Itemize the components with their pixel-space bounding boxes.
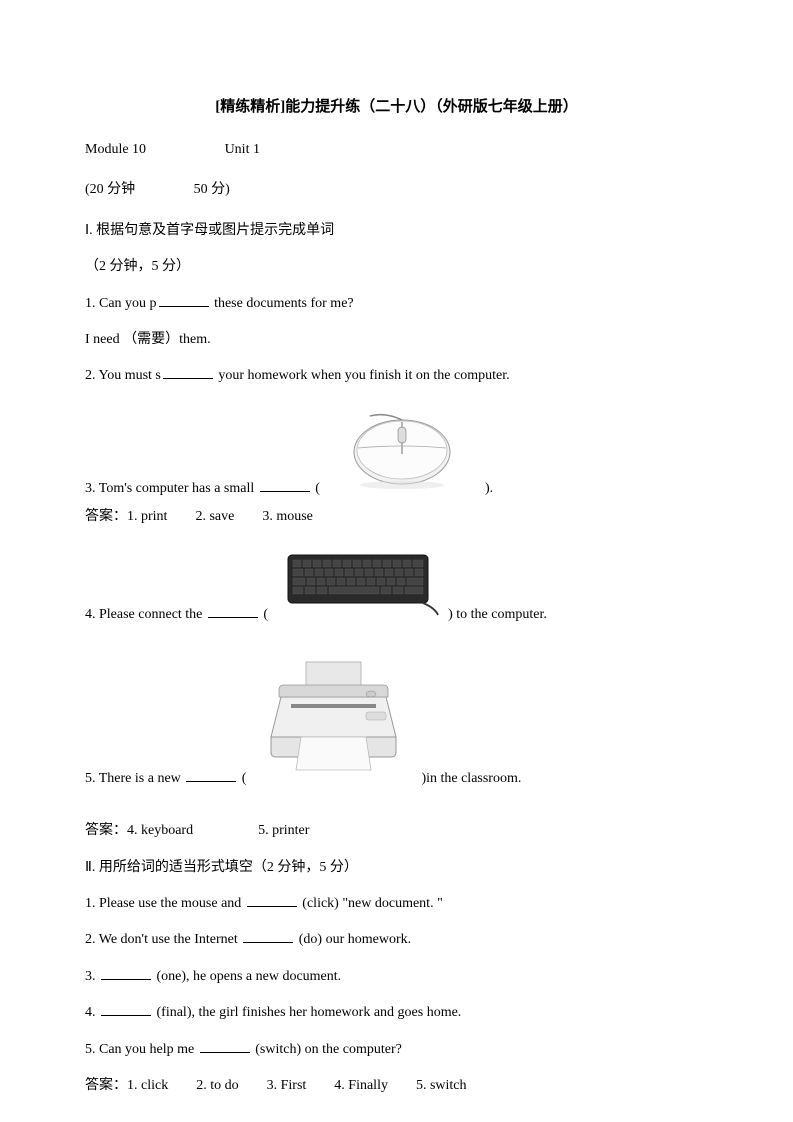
s2q5-pre: 5. Can you help me: [85, 1042, 198, 1057]
s2q5-post: (switch) on the computer?: [252, 1042, 402, 1057]
blank: [101, 1002, 151, 1016]
blank: [208, 604, 258, 618]
blank: [200, 1039, 250, 1053]
q4-pre: 4. Please connect the: [85, 607, 206, 622]
q3-row: 3. Tom's computer has a small ( ).: [85, 402, 708, 500]
s2q1-post: (click) "new document. ": [299, 896, 443, 911]
ans1-1: 1. print: [127, 509, 167, 524]
blank: [101, 966, 151, 980]
s2ans-5: 5. switch: [416, 1078, 467, 1093]
blank: [243, 929, 293, 943]
q3-pre: 3. Tom's computer has a small: [85, 481, 258, 496]
q3-open: (: [312, 481, 320, 496]
s2q2: 2. We don't use the Internet (do) our ho…: [85, 929, 708, 951]
answer2-line: 答案：4. keyboard 5. printer: [85, 820, 708, 842]
section1-subtime: （2 分钟，5 分）: [85, 256, 708, 278]
ans2-label: 答案：: [85, 823, 127, 838]
time-score-line: (20 分钟 50 分): [85, 179, 708, 201]
q2-line: 2. You must s your homework when you fin…: [85, 365, 708, 387]
s2q1: 1. Please use the mouse and (click) "new…: [85, 893, 708, 915]
keyboard-image: [273, 543, 443, 626]
q5-pre: 5. There is a new: [85, 771, 184, 786]
q1-pre: 1. Can you p: [85, 296, 157, 311]
q5-open: (: [238, 771, 246, 786]
mouse-image: [325, 402, 480, 500]
mouse-icon: [325, 402, 480, 492]
s2q4-post: (final), the girl finishes her homework …: [153, 1005, 461, 1020]
s2ans-3: 3. First: [267, 1078, 307, 1093]
ans1-label: 答案：: [85, 509, 127, 524]
page-title: [精练精析]能力提升练（二十八）（外研版七年级上册）: [85, 95, 708, 119]
s2q2-pre: 2. We don't use the Internet: [85, 932, 241, 947]
printer-image: [251, 652, 416, 790]
answer1-line: 答案：1. print 2. save 3. mouse: [85, 506, 708, 528]
section2-heading: Ⅱ. 用所给词的适当形式填空（2 分钟，5 分）: [85, 857, 708, 879]
s2ans-2: 2. to do: [196, 1078, 238, 1093]
s2q5: 5. Can you help me (switch) on the compu…: [85, 1039, 708, 1061]
module-unit-line: Module 10 Unit 1: [85, 139, 708, 161]
blank: [186, 768, 236, 782]
module-label: Module 10: [85, 142, 146, 157]
q5-row: 5. There is a new ( )in the classroom.: [85, 652, 708, 790]
ans1-3: 3. mouse: [262, 509, 313, 524]
q4-close: ) to the computer.: [448, 604, 547, 626]
blank: [260, 478, 310, 492]
s2q1-pre: 1. Please use the mouse and: [85, 896, 245, 911]
s2q3-pre: 3.: [85, 969, 99, 984]
printer-icon: [251, 652, 416, 782]
score-label: 50 分): [194, 182, 230, 197]
q1-line2: I need （需要）them.: [85, 329, 708, 351]
s2q3: 3. (one), he opens a new document.: [85, 966, 708, 988]
q3-close: ).: [485, 478, 493, 500]
q2-post: your homework when you finish it on the …: [215, 368, 510, 383]
s2q4: 4. (final), the girl finishes her homewo…: [85, 1002, 708, 1024]
q1-line1: 1. Can you p these documents for me?: [85, 293, 708, 315]
blank: [159, 293, 209, 307]
q2-pre: 2. You must s: [85, 368, 161, 383]
s2ans-label: 答案：: [85, 1078, 127, 1093]
s2ans-4: 4. Finally: [334, 1078, 388, 1093]
unit-label: Unit 1: [225, 142, 260, 157]
section1-heading: Ⅰ. 根据句意及首字母或图片提示完成单词: [85, 220, 708, 242]
ans1-2: 2. save: [195, 509, 234, 524]
s2ans-1: 1. click: [127, 1078, 168, 1093]
q4-row: 4. Please connect the ( ) to the compute…: [85, 543, 708, 626]
q5-close: )in the classroom.: [421, 768, 521, 790]
duration-label: (20 分钟: [85, 182, 135, 197]
s2q2-post: (do) our homework.: [295, 932, 411, 947]
s2q3-post: (one), he opens a new document.: [153, 969, 341, 984]
ans2-4: 4. keyboard: [127, 823, 193, 838]
blank: [163, 365, 213, 379]
blank: [247, 893, 297, 907]
q4-open: (: [260, 607, 268, 622]
ans2-5: 5. printer: [258, 823, 309, 838]
section2-answers: 答案：1. click 2. to do 3. First 4. Finally 5. …: [85, 1075, 708, 1097]
s2q4-pre: 4.: [85, 1005, 99, 1020]
q1-post: these documents for me?: [211, 296, 354, 311]
keyboard-icon: [273, 543, 443, 618]
